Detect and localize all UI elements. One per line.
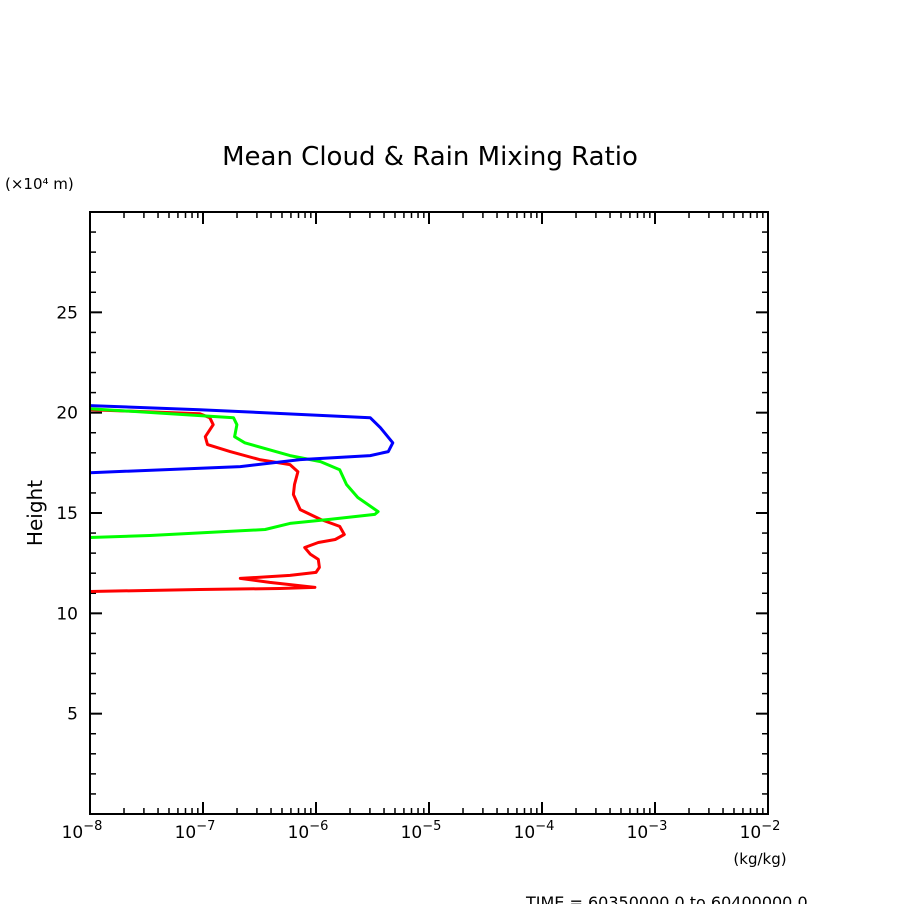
x-tick-label-exponent: −5 (422, 819, 441, 834)
x-tick-label-exponent: −8 (83, 819, 102, 834)
y-unit-label: (×10⁴ m) (5, 175, 74, 193)
x-tick-label-base: 10 (175, 823, 197, 843)
x-tick-label: 10−3 (627, 819, 668, 843)
series-line-blue (89, 404, 395, 475)
x-tick-label-exponent: −2 (761, 819, 780, 834)
x-tick-label: 10−4 (514, 819, 555, 843)
y-tick-label: 25 (56, 303, 78, 323)
x-tick-label-base: 10 (740, 823, 762, 843)
footer-time: TIME = 60350000.0 to 60400000.0 (525, 893, 808, 904)
x-tick-label-exponent: −4 (535, 819, 554, 834)
x-tick-label-base: 10 (288, 823, 310, 843)
x-tick-label-exponent: −7 (196, 819, 215, 834)
y-tick-label: 5 (67, 705, 78, 725)
x-tick-label-exponent: −6 (309, 819, 328, 834)
chart-title: Mean Cloud & Rain Mixing Ratio (222, 142, 638, 172)
series-line-green (89, 407, 380, 539)
x-tick-label-base: 10 (62, 823, 84, 843)
x-tick-label: 10−6 (288, 819, 329, 843)
x-tick-label-base: 10 (514, 823, 536, 843)
series-group (89, 404, 395, 593)
x-tick-label-base: 10 (627, 823, 649, 843)
y-tick-label: 10 (56, 604, 78, 624)
x-tick-label: 10−2 (740, 819, 781, 843)
y-tick-label: 20 (56, 404, 78, 424)
x-tick-label-base: 10 (401, 823, 423, 843)
x-unit-label: (kg/kg) (733, 850, 786, 868)
series-line-red (89, 408, 346, 593)
x-tick-label: 10−7 (175, 819, 216, 843)
plot-frame (89, 211, 769, 815)
x-tick-label: 10−5 (401, 819, 442, 843)
x-tick-label: 10−8 (62, 819, 103, 843)
x-tick-label-exponent: −3 (648, 819, 667, 834)
y-tick-label: 15 (56, 504, 78, 524)
y-axis-label: Height (23, 480, 47, 546)
